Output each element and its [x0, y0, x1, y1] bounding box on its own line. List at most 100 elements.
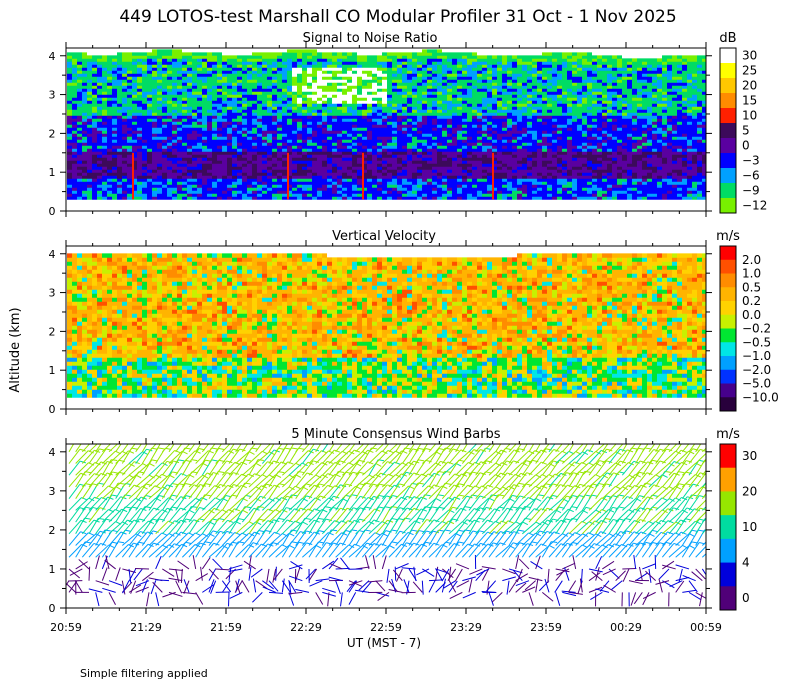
snr-cell — [497, 73, 502, 77]
snr-cell — [247, 118, 252, 122]
snr-cell — [472, 145, 477, 149]
snr-cell — [262, 160, 267, 164]
snr-cell — [347, 70, 352, 74]
snr-cell — [437, 79, 442, 83]
snr-cell — [212, 151, 217, 155]
snr-cell — [397, 154, 402, 158]
snr-cell — [497, 154, 502, 158]
snr-cell — [467, 124, 472, 128]
snr-cell — [492, 196, 497, 200]
snr-cell — [552, 154, 557, 158]
snr-cell — [162, 190, 167, 194]
snr-cell — [562, 130, 567, 134]
snr-cell — [512, 151, 517, 155]
snr-cell — [232, 172, 237, 176]
snr-cell — [212, 70, 217, 74]
snr-cell — [87, 148, 92, 152]
snr-cell — [517, 139, 522, 143]
snr-cell — [367, 109, 372, 113]
snr-cell — [567, 136, 572, 140]
snr-cell — [282, 112, 287, 116]
snr-cell — [452, 178, 457, 182]
snr-cell — [232, 142, 237, 146]
snr-cell — [397, 82, 402, 86]
snr-cell — [462, 130, 467, 134]
snr-cell — [92, 154, 97, 158]
snr-cell — [482, 112, 487, 116]
snr-cell — [117, 187, 122, 191]
snr-cell — [477, 88, 482, 92]
snr-cell — [497, 190, 502, 194]
snr-cell — [347, 184, 352, 188]
snr-cell — [287, 79, 292, 83]
snr-cell — [267, 112, 272, 116]
snr-cell — [427, 196, 432, 200]
snr-cell — [557, 148, 562, 152]
snr-cell — [562, 145, 567, 149]
snr-cell — [567, 73, 572, 77]
snr-cell — [197, 157, 202, 161]
snr-cell — [72, 157, 77, 161]
snr-cell — [507, 148, 512, 152]
snr-cell — [162, 142, 167, 146]
snr-cell — [182, 154, 187, 158]
snr-cell — [182, 109, 187, 113]
snr-cell — [122, 76, 127, 80]
snr-cell — [167, 118, 172, 122]
snr-cell — [192, 94, 197, 98]
snr-cell — [397, 94, 402, 98]
snr-cell — [132, 166, 137, 170]
snr-cell — [557, 58, 562, 62]
snr-cell — [537, 61, 542, 65]
snr-cell — [412, 112, 417, 116]
snr-cell — [92, 130, 97, 134]
snr-cell — [437, 196, 442, 200]
snr-cell — [447, 61, 452, 65]
snr-cell — [182, 58, 187, 62]
snr-cell — [157, 133, 162, 137]
snr-cell — [397, 70, 402, 74]
snr-cell — [372, 142, 377, 146]
snr-cell — [72, 88, 77, 92]
snr-cell — [197, 160, 202, 164]
snr-cell — [157, 100, 162, 104]
snr-cell — [562, 142, 567, 146]
snr-cell — [127, 175, 132, 179]
snr-cell — [317, 184, 322, 188]
snr-cell — [182, 148, 187, 152]
snr-cell — [472, 175, 477, 179]
snr-cell — [127, 121, 132, 125]
snr-cell — [357, 172, 362, 176]
snr-cell — [467, 88, 472, 92]
snr-cell — [552, 184, 557, 188]
snr-cell — [492, 97, 497, 101]
snr-cell — [462, 157, 467, 161]
snr-cell — [137, 79, 142, 83]
snr-cell — [197, 88, 202, 92]
snr-cell — [172, 82, 177, 86]
snr-cell — [172, 178, 177, 182]
snr-cell — [72, 136, 77, 140]
snr-cell — [117, 112, 122, 116]
snr-cell — [232, 178, 237, 182]
snr-cell — [77, 115, 82, 119]
snr-cell — [417, 91, 422, 95]
snr-cell — [197, 145, 202, 149]
snr-cell — [102, 112, 107, 116]
snr-cell — [142, 121, 147, 125]
snr-cell — [192, 58, 197, 62]
snr-cell — [447, 148, 452, 152]
snr-cell — [452, 85, 457, 89]
snr-cell — [132, 118, 137, 122]
snr-cell — [192, 109, 197, 113]
snr-cell — [172, 124, 177, 128]
snr-cell — [167, 151, 172, 155]
snr-cell — [307, 103, 312, 107]
snr-cell — [277, 130, 282, 134]
snr-cell — [232, 187, 237, 191]
snr-cell — [482, 109, 487, 113]
snr-cell — [377, 154, 382, 158]
snr-cell — [242, 181, 247, 185]
snr-cell — [422, 178, 427, 182]
